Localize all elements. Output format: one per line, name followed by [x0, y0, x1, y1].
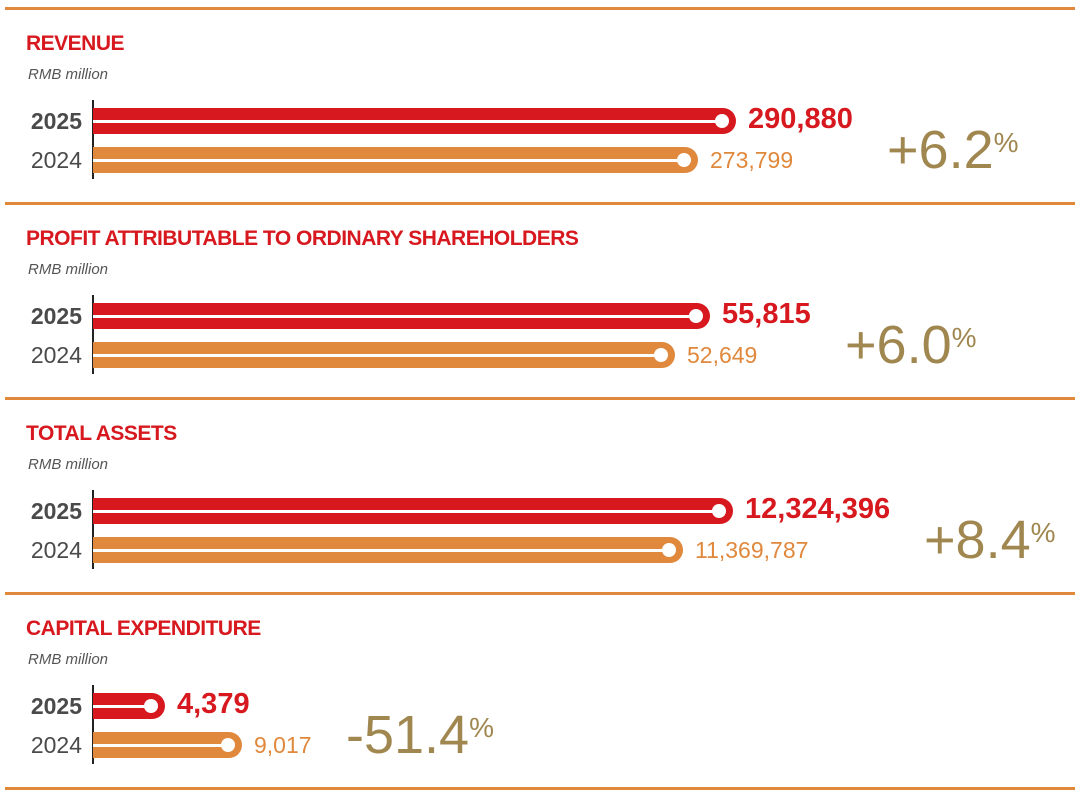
bar-line [93, 509, 719, 513]
metric-unit: RMB million [28, 261, 109, 278]
change-value: +6.2 [887, 120, 994, 180]
metric-unit: RMB million [28, 66, 109, 83]
bar-2024 [93, 537, 683, 563]
bar-end-dot [689, 309, 703, 323]
metric-unit: RMB million [28, 456, 109, 473]
bar-line [93, 314, 696, 318]
metric-title: TOTAL ASSETS [26, 422, 177, 445]
section-divider [5, 787, 1075, 790]
section-divider [5, 7, 1075, 10]
bar-end-dot [654, 348, 668, 362]
bar-end-dot [715, 114, 729, 128]
metric-title: CAPITAL EXPENDITURE [26, 617, 261, 640]
change-percentage: +6.2% [887, 123, 1019, 177]
change-percentage: +6.0% [845, 318, 977, 372]
year-label: 2024 [30, 732, 82, 758]
bar-end-dot [712, 504, 726, 518]
metric-section: TOTAL ASSETS RMB million 2025 12,324,396… [0, 398, 1080, 593]
value-label-2025: 12,324,396 [745, 493, 891, 525]
axis-line [92, 685, 94, 764]
year-label: 2024 [30, 342, 82, 368]
year-label: 2024 [30, 147, 82, 173]
year-label: 2025 [30, 693, 82, 719]
section-divider [5, 397, 1075, 400]
bar-end-dot [662, 543, 676, 557]
value-label-2025: 55,815 [722, 298, 811, 330]
value-label-2024: 52,649 [687, 342, 758, 368]
metric-section: REVENUE RMB million 2025 290,880 2024 273… [0, 8, 1080, 203]
bar-end-dot [677, 153, 691, 167]
bar-2025 [93, 303, 710, 329]
percent-sign: % [951, 322, 977, 353]
year-label: 2024 [30, 537, 82, 563]
change-percentage: +8.4% [924, 513, 1056, 567]
section-divider [5, 592, 1075, 595]
bar-line [93, 548, 669, 552]
bar-line [93, 743, 228, 747]
bar-2025 [93, 693, 165, 719]
percent-sign: % [469, 712, 494, 743]
axis-line [92, 100, 94, 179]
bar-2024 [93, 732, 242, 758]
percent-sign: % [1030, 517, 1056, 548]
metric-title: REVENUE [26, 32, 125, 55]
change-value: +6.0 [845, 315, 952, 375]
bar-2024 [93, 147, 698, 173]
value-label-2024: 9,017 [254, 732, 312, 758]
bar-line [93, 158, 684, 162]
axis-line [92, 295, 94, 374]
bar-2024 [93, 342, 675, 368]
bar-2025 [93, 108, 736, 134]
bar-line [93, 353, 661, 357]
change-percentage: -51.4% [346, 708, 494, 762]
percent-sign: % [993, 127, 1019, 158]
year-label: 2025 [30, 498, 82, 524]
metric-section: CAPITAL EXPENDITURE RMB million 2025 4,3… [0, 593, 1080, 788]
metric-unit: RMB million [28, 651, 109, 668]
year-label: 2025 [30, 303, 82, 329]
bar-end-dot [144, 699, 158, 713]
change-value: -51.4 [346, 705, 470, 765]
value-label-2024: 11,369,787 [695, 537, 809, 563]
bar-line [93, 704, 151, 708]
metric-section: PROFIT ATTRIBUTABLE TO ORDINARY SHAREHOL… [0, 203, 1080, 398]
year-label: 2025 [30, 108, 82, 134]
bar-2025 [93, 498, 733, 524]
bar-line [93, 119, 722, 123]
metric-title: PROFIT ATTRIBUTABLE TO ORDINARY SHAREHOL… [26, 227, 579, 250]
axis-line [92, 490, 94, 569]
value-label-2025: 290,880 [748, 103, 853, 135]
change-value: +8.4 [924, 510, 1031, 570]
value-label-2025: 4,379 [177, 688, 250, 720]
bar-end-dot [221, 738, 235, 752]
section-divider [5, 202, 1075, 205]
value-label-2024: 273,799 [710, 147, 794, 173]
